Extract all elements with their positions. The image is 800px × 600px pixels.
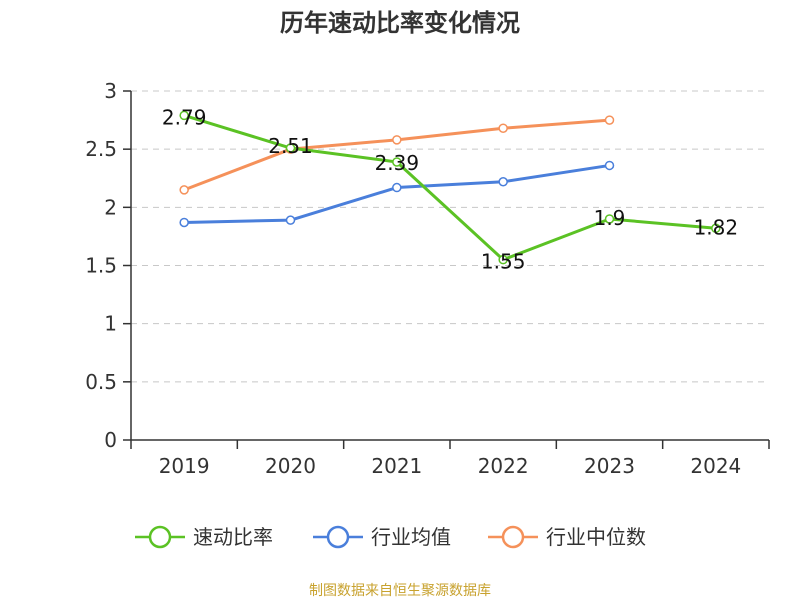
x-axis-ticks: 2019 2020 2021 2022 2023 2024: [130, 440, 770, 478]
data-point[interactable]: [392, 182, 402, 193]
legend[interactable]: 速动比率 行业均值 行业中位数: [135, 525, 646, 549]
data-point[interactable]: [392, 135, 402, 145]
y-tick-label: 1: [104, 312, 117, 336]
legend-item-0[interactable]: 速动比率: [135, 525, 273, 549]
x-tick-label: 2022: [478, 454, 529, 478]
data-labels: 2.79 2.51 2.39 1.55 1.9 1.82: [162, 105, 738, 273]
source-note: 制图数据来自恒生聚源数据库: [309, 583, 491, 599]
legend-label: 行业均值: [371, 525, 451, 549]
legend-marker-icon: [148, 525, 172, 549]
data-point[interactable]: [179, 217, 189, 228]
data-point[interactable]: [179, 110, 189, 121]
data-point[interactable]: [285, 143, 296, 153]
chart-title: 历年速动比率变化情况: [280, 9, 520, 37]
data-point[interactable]: [604, 160, 615, 171]
legend-marker-icon: [501, 525, 525, 549]
y-tick-label: 2.5: [85, 137, 117, 161]
data-point[interactable]: [498, 176, 508, 187]
series-points: [179, 110, 721, 265]
y-axis-ticks: 0 0.5 1 1.5 2 2.5 3: [85, 79, 131, 452]
data-point[interactable]: [392, 157, 402, 167]
legend-label: 速动比率: [193, 525, 273, 549]
x-tick-label: 2021: [371, 454, 422, 478]
data-label: 1.82: [694, 215, 739, 239]
data-point[interactable]: [179, 185, 189, 195]
data-label: 1.55: [481, 250, 526, 274]
series-line-0: [183, 113, 716, 262]
data-point[interactable]: [711, 223, 721, 234]
data-point[interactable]: [285, 215, 296, 225]
y-tick-label: 3: [104, 79, 117, 103]
series-lines: [183, 113, 716, 262]
data-point[interactable]: [498, 254, 508, 265]
y-tick-label: 0.5: [85, 370, 117, 394]
data-label: 1.9: [594, 206, 626, 230]
legend-marker-icon: [326, 525, 350, 549]
legend-item-2[interactable]: 行业中位数: [488, 525, 646, 549]
y-tick-label: 1.5: [85, 254, 117, 278]
data-label: 2.51: [268, 134, 313, 158]
data-point[interactable]: [498, 123, 508, 133]
data-point[interactable]: [604, 115, 615, 125]
y-tick-label: 0: [104, 428, 117, 452]
legend-label: 行业中位数: [546, 525, 646, 549]
data-point[interactable]: [604, 214, 615, 224]
data-label: 2.39: [375, 151, 420, 175]
data-label: 2.79: [162, 105, 207, 129]
x-tick-label: 2019: [159, 454, 210, 478]
x-tick-label: 2024: [690, 454, 741, 478]
legend-item-1[interactable]: 行业均值: [313, 525, 451, 549]
x-tick-label: 2020: [265, 454, 316, 478]
y-tick-label: 2: [104, 195, 117, 219]
gridlines: [131, 90, 769, 383]
x-tick-label: 2023: [584, 454, 635, 478]
